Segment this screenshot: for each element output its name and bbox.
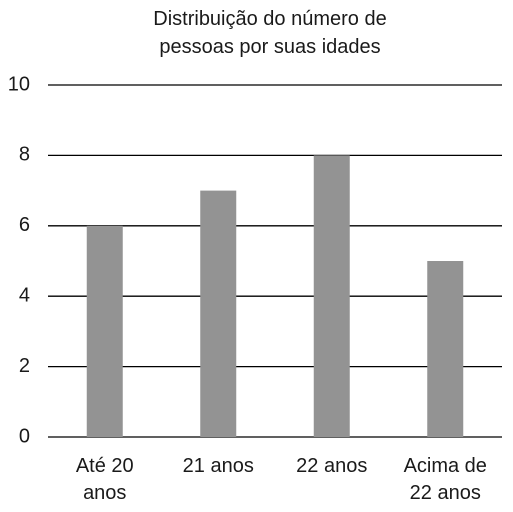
y-tick-label: 2 [19, 355, 30, 377]
x-tick-label: 22 anos [296, 455, 367, 477]
bar [313, 155, 350, 437]
y-tick-label: 10 [8, 73, 30, 95]
chart-title: Distribuição do número de pessoas por sua… [153, 8, 386, 58]
bar [86, 225, 123, 437]
x-tick-label: 21 anos [183, 455, 254, 477]
x-tick-label: Acima de 22 anos [404, 455, 487, 504]
y-tick-label: 6 [19, 214, 30, 236]
y-tick-label: 4 [19, 284, 30, 306]
bar [427, 261, 464, 437]
y-tick-label: 0 [19, 425, 30, 447]
y-tick-label: 8 [19, 144, 30, 166]
x-tick-label: Até 20 anos [76, 455, 134, 504]
bar [200, 190, 237, 437]
